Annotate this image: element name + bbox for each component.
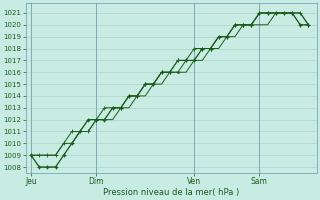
- X-axis label: Pression niveau de la mer( hPa ): Pression niveau de la mer( hPa ): [103, 188, 239, 197]
